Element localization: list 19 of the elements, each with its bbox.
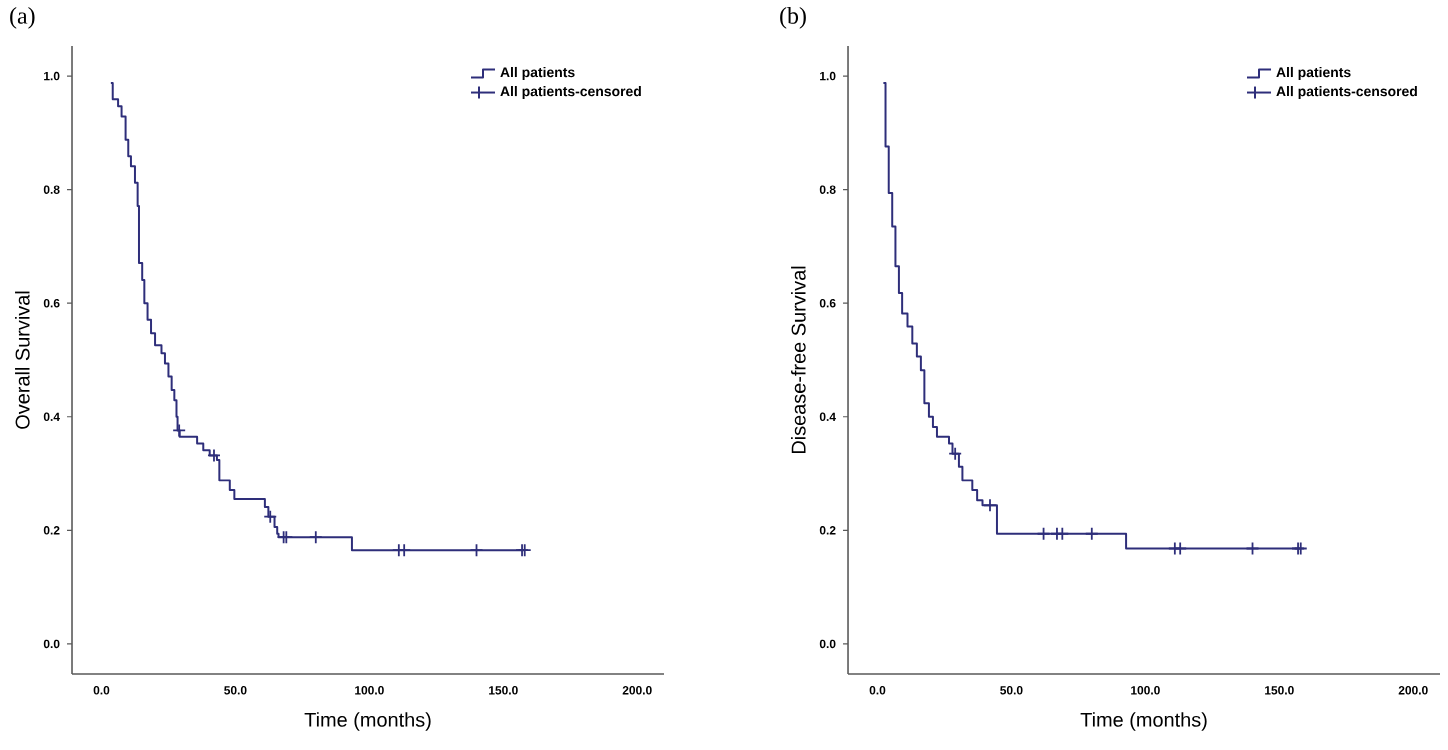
y-axis-title: Disease-free Survival	[791, 266, 806, 454]
point	[1173, 541, 1188, 556]
chart-title: (a)	[10, 7, 35, 29]
y-axis-title: Overall Survival	[15, 291, 30, 429]
point	[308, 530, 323, 545]
point	[1050, 526, 1064, 541]
point	[1245, 541, 1260, 556]
point	[207, 448, 221, 463]
x-axis-title: Time (months)	[1080, 712, 1207, 731]
point	[1167, 541, 1182, 556]
point	[469, 543, 484, 558]
point	[983, 498, 997, 513]
point	[948, 446, 963, 461]
x-axis-title: Time (months)	[304, 712, 431, 731]
point	[1036, 526, 1051, 541]
point	[1084, 526, 1099, 541]
chart-title: (b)	[780, 7, 806, 29]
point	[263, 509, 278, 524]
point	[172, 423, 187, 438]
